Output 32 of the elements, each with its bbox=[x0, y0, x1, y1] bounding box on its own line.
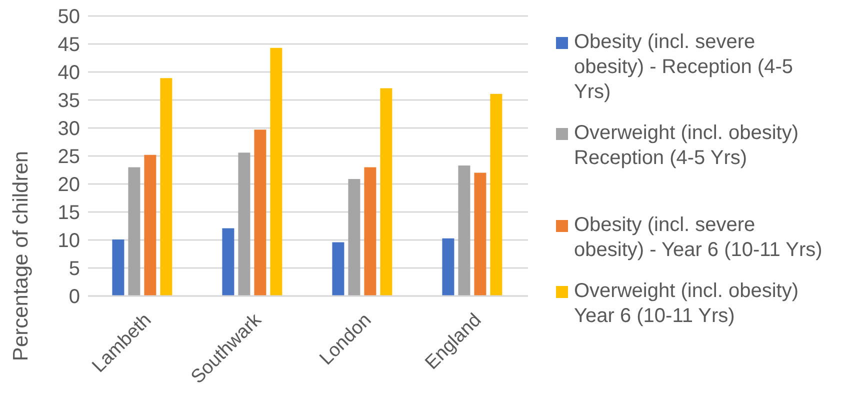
y-tick-label: 0 bbox=[68, 286, 80, 308]
bar bbox=[270, 48, 282, 296]
bar bbox=[442, 238, 454, 296]
bar bbox=[458, 166, 470, 296]
y-tick-label: 45 bbox=[58, 34, 80, 56]
bar bbox=[238, 152, 250, 296]
legend-label: Obesity (incl. severe obesity) - Reception (4-5 Yrs) bbox=[574, 30, 794, 105]
y-tick-label: 30 bbox=[58, 118, 80, 140]
bar bbox=[128, 167, 140, 296]
y-tick-label: 35 bbox=[58, 90, 80, 112]
bar bbox=[490, 94, 502, 296]
bar bbox=[474, 172, 486, 296]
bar bbox=[332, 242, 344, 296]
y-axis-title: Percentage of children bbox=[9, 150, 32, 362]
bar bbox=[160, 78, 172, 296]
bar bbox=[364, 167, 376, 296]
bar bbox=[348, 178, 360, 296]
legend-label: Overweight (incl. obesity) Reception (4-5 Yrs) bbox=[574, 121, 800, 171]
y-tick-label: 50 bbox=[58, 6, 80, 28]
bar bbox=[144, 154, 156, 296]
bar bbox=[222, 228, 234, 296]
y-tick-label: 15 bbox=[58, 202, 80, 224]
y-tick-label: 10 bbox=[58, 230, 80, 252]
y-tick-label: 5 bbox=[68, 258, 80, 280]
legend-label: Obesity (incl. severe obesity) - Year 6 (10-11 Yrs) bbox=[574, 213, 824, 263]
bar bbox=[254, 130, 266, 296]
bar bbox=[380, 88, 392, 296]
y-tick-label: 40 bbox=[58, 62, 80, 84]
legend-label: Overweight (incl. obesity) Year 6 (10-11 Yrs) bbox=[574, 279, 800, 329]
y-tick-label: 25 bbox=[58, 146, 80, 168]
y-tick-label: 20 bbox=[58, 174, 80, 196]
bar bbox=[112, 239, 124, 296]
